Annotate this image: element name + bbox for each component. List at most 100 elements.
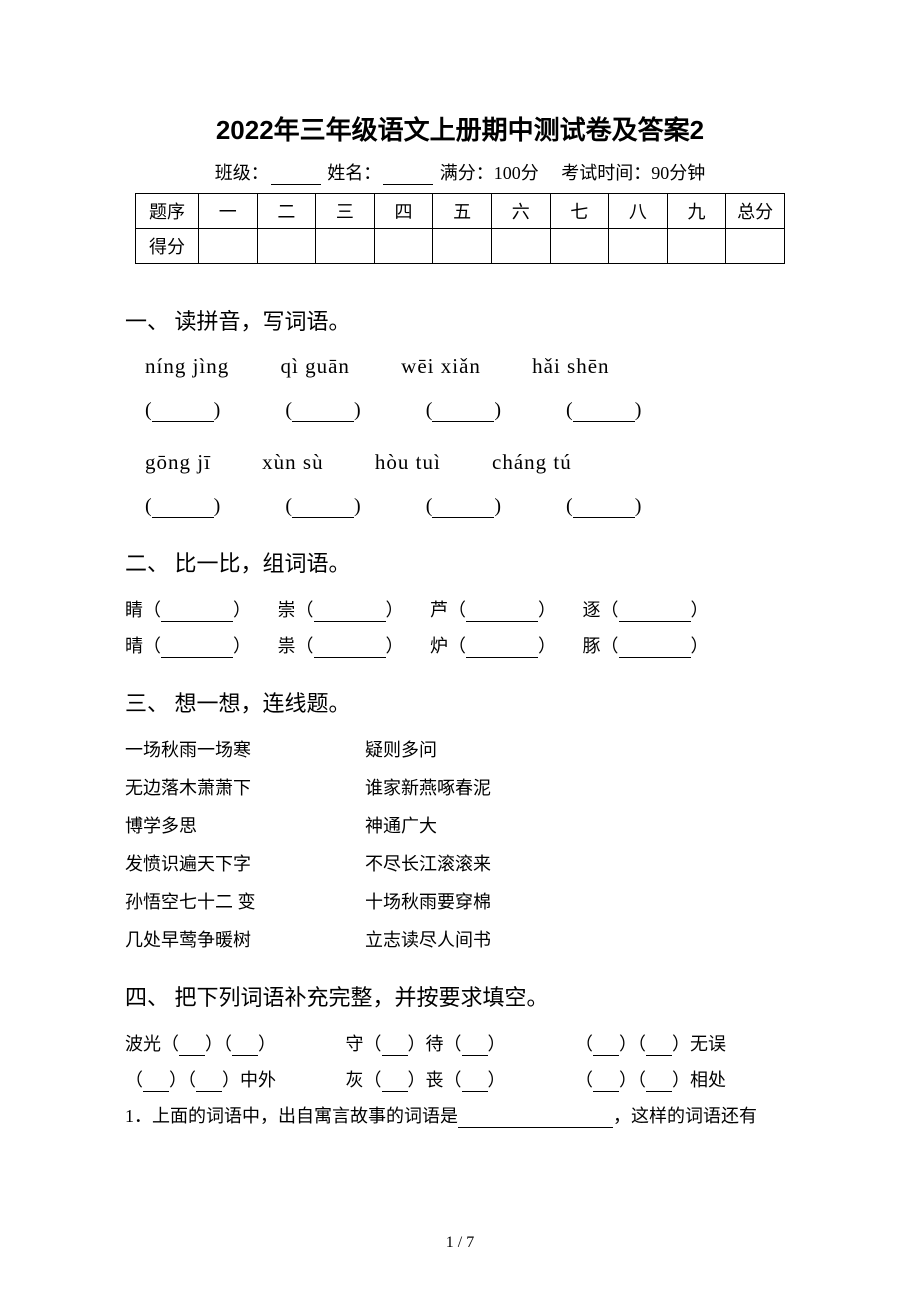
col-head: 总分 — [726, 194, 785, 229]
match-left: 无边落木萧萧下 — [125, 774, 365, 800]
col-head: 五 — [433, 194, 492, 229]
pinyin-item: níng jìng — [145, 354, 229, 379]
match-row: 一场秋雨一场寒疑则多问 — [125, 736, 795, 762]
fill-item: 灰（）丧（） — [346, 1066, 506, 1092]
char-item: 炉（） — [430, 632, 556, 658]
match-right: 十场秋雨要穿棉 — [365, 888, 491, 914]
page-number: 1 / 7 — [0, 1234, 920, 1252]
score-cell — [609, 229, 668, 264]
blank — [179, 1055, 205, 1056]
score-cell — [550, 229, 609, 264]
score-cell — [667, 229, 726, 264]
blank — [593, 1055, 619, 1056]
score-cell — [726, 229, 785, 264]
answer-item: () — [145, 495, 220, 518]
pinyin-item: cháng tú — [492, 450, 572, 475]
answer-item: () — [285, 399, 360, 422]
blank — [232, 1055, 258, 1056]
row-label: 得分 — [136, 229, 199, 264]
fill-item: 波光（）（） — [125, 1030, 276, 1056]
sub-q-pre: 1．上面的词语中，出自寓言故事的词语是 — [125, 1106, 458, 1126]
blank — [382, 1055, 408, 1056]
char-item: 崇（） — [278, 596, 404, 622]
compare-row: 睛（） 崇（） 芦（） 逐（） — [125, 596, 795, 622]
section-2: 二、 比一比，组词语。 睛（） 崇（） 芦（） 逐（） 晴（） 祟（） 炉（） … — [125, 546, 795, 658]
sub-q-suf: ，这样的词语还有 — [613, 1106, 757, 1126]
match-right: 神通广大 — [365, 812, 437, 838]
pinyin-item: hǎi shēn — [532, 354, 609, 379]
score-table: 题序 一 二 三 四 五 六 七 八 九 总分 得分 — [135, 193, 785, 264]
char-item: 芦（） — [430, 596, 556, 622]
compare-row: 晴（） 祟（） 炉（） 豚（） — [125, 632, 795, 658]
match-row: 博学多思神通广大 — [125, 812, 795, 838]
blank — [314, 657, 386, 658]
fill-item: 守（）待（） — [346, 1030, 506, 1056]
answer-row: () () () () — [145, 495, 795, 518]
col-head: 六 — [491, 194, 550, 229]
blank — [573, 421, 635, 422]
blank — [143, 1091, 169, 1092]
blank — [152, 421, 214, 422]
pinyin-item: hòu tuì — [375, 450, 441, 475]
class-blank — [271, 184, 321, 185]
blank — [593, 1091, 619, 1092]
blank — [196, 1091, 222, 1092]
col-head: 七 — [550, 194, 609, 229]
answer-item: () — [426, 399, 501, 422]
blank — [466, 657, 538, 658]
pinyin-row: níng jìng qì guān wēi xiǎn hǎi shēn — [145, 354, 795, 379]
char-item: 豚（） — [583, 632, 709, 658]
section-3: 三、 想一想，连线题。 一场秋雨一场寒疑则多问 无边落木萧萧下谁家新燕啄春泥 博… — [125, 686, 795, 952]
match-right: 疑则多问 — [365, 736, 437, 762]
col-head: 三 — [316, 194, 375, 229]
fill-item: （）（）相处 — [575, 1066, 726, 1092]
match-right: 不尽长江滚滚来 — [365, 850, 491, 876]
answer-item: () — [566, 399, 641, 422]
blank — [646, 1055, 672, 1056]
sub-question: 1．上面的词语中，出自寓言故事的词语是 ，这样的词语还有 — [125, 1102, 795, 1128]
section-heading: 一、 读拼音，写词语。 — [125, 304, 795, 336]
pinyin-item: xùn sù — [262, 450, 323, 475]
pinyin-item: qì guān — [281, 354, 350, 379]
blank — [292, 421, 354, 422]
fullscore-label: 满分：100分 — [440, 163, 539, 183]
pinyin-item: wēi xiǎn — [401, 354, 481, 379]
blank — [466, 621, 538, 622]
match-left: 一场秋雨一场寒 — [125, 736, 365, 762]
match-left: 博学多思 — [125, 812, 365, 838]
match-row: 几处早莺争暖树立志读尽人间书 — [125, 926, 795, 952]
match-left: 孙悟空七十二 变 — [125, 888, 365, 914]
score-cell — [198, 229, 257, 264]
table-row: 得分 — [136, 229, 785, 264]
col-head: 二 — [257, 194, 316, 229]
col-head: 九 — [667, 194, 726, 229]
col-head: 四 — [374, 194, 433, 229]
blank — [161, 621, 233, 622]
blank — [152, 517, 214, 518]
score-cell — [433, 229, 492, 264]
col-head: 八 — [609, 194, 668, 229]
match-left: 几处早莺争暖树 — [125, 926, 365, 952]
class-label: 班级： — [215, 163, 269, 183]
blank — [382, 1091, 408, 1092]
answer-item: () — [566, 495, 641, 518]
score-cell — [491, 229, 550, 264]
blank — [619, 621, 691, 622]
fill-item: （）（）中外 — [125, 1066, 276, 1092]
blank — [292, 517, 354, 518]
row-label: 题序 — [136, 194, 199, 229]
section-heading: 二、 比一比，组词语。 — [125, 546, 795, 578]
fill-item: （）（）无误 — [575, 1030, 726, 1056]
score-cell — [374, 229, 433, 264]
match-row: 孙悟空七十二 变十场秋雨要穿棉 — [125, 888, 795, 914]
blank — [462, 1091, 488, 1092]
pinyin-item: gōng jī — [145, 450, 211, 475]
blank — [458, 1127, 613, 1128]
blank — [314, 621, 386, 622]
match-right: 立志读尽人间书 — [365, 926, 491, 952]
blank — [462, 1055, 488, 1056]
match-right: 谁家新燕啄春泥 — [365, 774, 491, 800]
char-item: 睛（） — [125, 596, 251, 622]
blank — [646, 1091, 672, 1092]
answer-item: () — [285, 495, 360, 518]
